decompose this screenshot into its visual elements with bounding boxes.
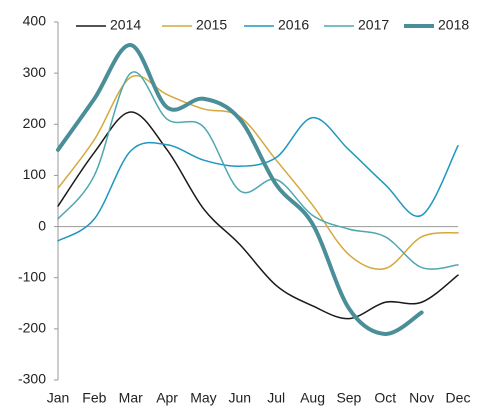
- y-tick-label: 400: [23, 13, 47, 29]
- series-line: [57, 71, 459, 270]
- legend-label: 2015: [196, 17, 227, 33]
- y-tick-label: 0: [38, 217, 46, 233]
- x-tick-label: Jul: [267, 390, 285, 406]
- x-tick-label: Feb: [82, 390, 106, 406]
- legend-label: 2016: [278, 17, 309, 33]
- x-tick-label: Mar: [119, 390, 143, 406]
- x-tick-label: Oct: [374, 390, 396, 406]
- x-tick-label: Jan: [47, 390, 70, 406]
- y-tick-label: 200: [23, 115, 47, 131]
- series-line: [57, 111, 459, 320]
- series-line: [57, 116, 459, 242]
- x-tick-label: Dec: [446, 390, 471, 406]
- x-tick-label: Aug: [300, 390, 325, 406]
- x-tick-label: Apr: [156, 390, 178, 406]
- x-tick-label: Sep: [336, 390, 361, 406]
- legend-label: 2017: [358, 17, 389, 33]
- x-tick-label: May: [190, 390, 216, 406]
- legend-label: 2018: [438, 17, 469, 33]
- series-line: [56, 43, 424, 336]
- y-tick-label: -200: [18, 320, 46, 336]
- y-tick-label: -100: [18, 268, 46, 284]
- x-tick-label: Jun: [229, 390, 252, 406]
- y-tick-label: 100: [23, 166, 47, 182]
- legend-label: 2014: [110, 17, 141, 33]
- y-tick-label: 300: [23, 64, 47, 80]
- y-tick-label: -300: [18, 371, 46, 387]
- x-tick-label: Nov: [409, 390, 434, 406]
